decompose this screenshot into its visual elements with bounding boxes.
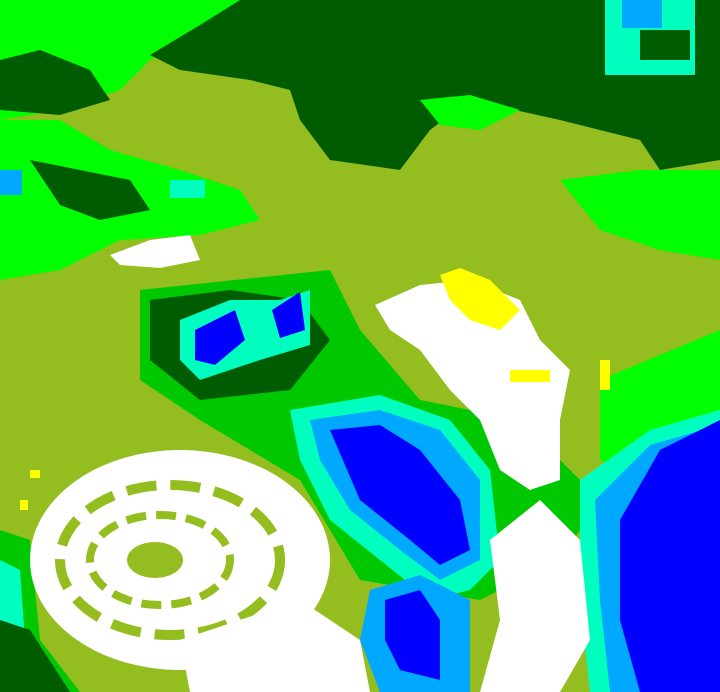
- white-cloud-south-center: [480, 500, 590, 692]
- blue-lake-2: [272, 292, 305, 338]
- yellow-streak-1: [510, 370, 550, 382]
- dark-patch-top-right: [640, 30, 690, 60]
- dark-green-left: [30, 160, 150, 220]
- swirl-center: [127, 542, 183, 578]
- swirl-band-1: [55, 480, 285, 640]
- blue-patch-top-right: [622, 0, 662, 28]
- blue-sea: [620, 420, 720, 692]
- yellow-streak-2: [600, 360, 610, 390]
- dark-green-region-top: [150, 0, 720, 170]
- yellow-spot-left: [30, 470, 40, 478]
- swirl-band-2: [86, 511, 234, 609]
- dark-green-top-left: [0, 50, 110, 115]
- light-blue-spot-left: [0, 170, 22, 195]
- green-fringe-top: [420, 95, 520, 130]
- dark-green-bottom-left: [0, 620, 70, 692]
- blue-region-center: [330, 425, 470, 565]
- white-cloud-bottom: [180, 600, 370, 692]
- white-cloud-left: [110, 235, 200, 268]
- aqua-spot-left: [170, 180, 205, 198]
- yellow-spot-left-2: [20, 500, 28, 510]
- blue-lake-1: [195, 310, 245, 365]
- yellow-cloud-edge: [440, 268, 520, 330]
- green-region-right-mid: [560, 170, 720, 260]
- white-cloud-center: [375, 280, 570, 490]
- blue-lower-lake: [385, 590, 440, 680]
